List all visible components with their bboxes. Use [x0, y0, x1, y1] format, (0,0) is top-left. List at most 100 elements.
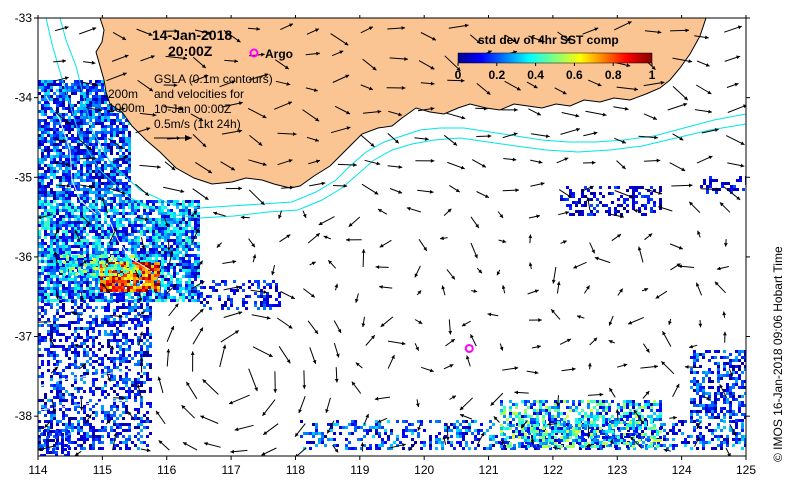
sst-pixel — [74, 336, 77, 339]
sst-pixel — [50, 390, 53, 393]
sst-pixel — [620, 421, 623, 424]
sst-pixel — [62, 414, 65, 417]
sst-pixel — [128, 390, 131, 393]
sst-pixel — [74, 402, 77, 405]
sst-pixel — [263, 280, 266, 283]
sst-pixel — [170, 284, 173, 287]
sst-pixel — [74, 149, 77, 152]
sst-pixel — [384, 429, 387, 432]
sst-pixel — [50, 384, 53, 387]
sst-pixel — [95, 167, 98, 170]
sst-pixel — [47, 369, 50, 372]
sst-pixel — [647, 403, 650, 406]
sst-pixel — [56, 101, 59, 104]
sst-pixel — [151, 268, 154, 271]
sst-pixel — [47, 149, 50, 152]
sst-pixel — [630, 444, 633, 447]
sst-pixel — [83, 221, 86, 224]
sst-pixel — [142, 277, 145, 280]
sst-pixel — [133, 286, 136, 289]
sst-pixel — [92, 354, 95, 357]
sst-pixel — [699, 420, 702, 423]
sst-pixel — [702, 392, 705, 395]
sst-pixel — [74, 441, 77, 444]
sst-pixel — [185, 200, 188, 203]
sst-pixel — [650, 415, 653, 418]
sst-pixel — [62, 215, 65, 218]
sst-pixel — [650, 445, 653, 448]
sst-pixel — [65, 290, 68, 293]
sst-pixel — [65, 89, 68, 92]
sst-pixel — [468, 447, 471, 450]
sst-pixel — [93, 267, 96, 270]
sst-pixel — [623, 421, 626, 424]
sst-pixel — [542, 415, 545, 418]
sst-pixel — [134, 324, 137, 327]
sst-pixel — [44, 206, 47, 209]
sst-pixel — [122, 411, 125, 414]
sst-pixel — [47, 86, 50, 89]
sst-pixel — [134, 315, 137, 318]
sst-pixel — [638, 403, 641, 406]
sst-pixel — [149, 296, 152, 299]
sst-pixel — [636, 432, 639, 435]
sst-pixel — [86, 432, 89, 435]
sst-pixel — [101, 293, 104, 296]
sst-pixel — [741, 413, 744, 416]
sst-pixel — [143, 309, 146, 312]
sst-pixel — [86, 266, 89, 269]
sst-pixel — [71, 107, 74, 110]
sst-pixel — [369, 426, 372, 429]
sst-pixel — [81, 273, 84, 276]
sst-pixel — [612, 432, 615, 435]
sst-pixel — [72, 261, 75, 264]
sst-pixel — [53, 318, 56, 321]
sst-pixel — [120, 267, 123, 270]
sst-pixel — [146, 215, 149, 218]
sst-pixel — [56, 354, 59, 357]
sst-pixel — [47, 125, 50, 128]
sst-pixel — [336, 420, 339, 423]
sst-pixel — [95, 360, 98, 363]
sst-pixel — [100, 277, 103, 280]
sst-pixel — [59, 375, 62, 378]
sst-pixel — [644, 403, 647, 406]
sst-pixel — [176, 278, 179, 281]
sst-pixel — [56, 327, 59, 330]
sst-pixel — [65, 245, 68, 248]
sst-pixel — [173, 257, 176, 260]
sst-pixel — [116, 221, 119, 224]
sst-pixel — [134, 318, 137, 321]
sst-pixel — [38, 254, 41, 257]
sst-pixel — [606, 423, 609, 426]
sst-pixel — [744, 350, 746, 353]
sst-pixel — [617, 439, 620, 442]
sst-pixel — [140, 224, 143, 227]
sst-pixel — [149, 363, 152, 366]
sst-pixel — [128, 296, 131, 299]
sst-pixel — [542, 436, 545, 439]
sst-pixel — [132, 270, 135, 273]
sst-pixel — [92, 182, 95, 185]
sst-pixel — [140, 254, 143, 257]
sst-pixel — [659, 406, 662, 409]
sst-pixel — [125, 182, 128, 185]
sst-pixel — [128, 300, 131, 303]
sst-pixel — [411, 432, 414, 435]
sst-pixel — [41, 224, 44, 227]
sst-pixel — [86, 372, 89, 375]
sst-pixel — [38, 290, 41, 293]
sst-pixel — [717, 392, 720, 395]
sst-pixel — [56, 281, 59, 284]
sst-pixel — [504, 447, 507, 450]
sst-pixel — [176, 263, 179, 266]
sst-pixel — [100, 271, 103, 274]
sst-pixel — [50, 324, 53, 327]
sst-pixel — [188, 230, 191, 233]
sst-pixel — [492, 435, 495, 438]
sst-pixel — [726, 435, 729, 438]
sst-pixel — [83, 381, 86, 384]
sst-pixel — [182, 212, 185, 215]
sst-pixel — [65, 429, 68, 432]
sst-pixel — [80, 426, 83, 429]
